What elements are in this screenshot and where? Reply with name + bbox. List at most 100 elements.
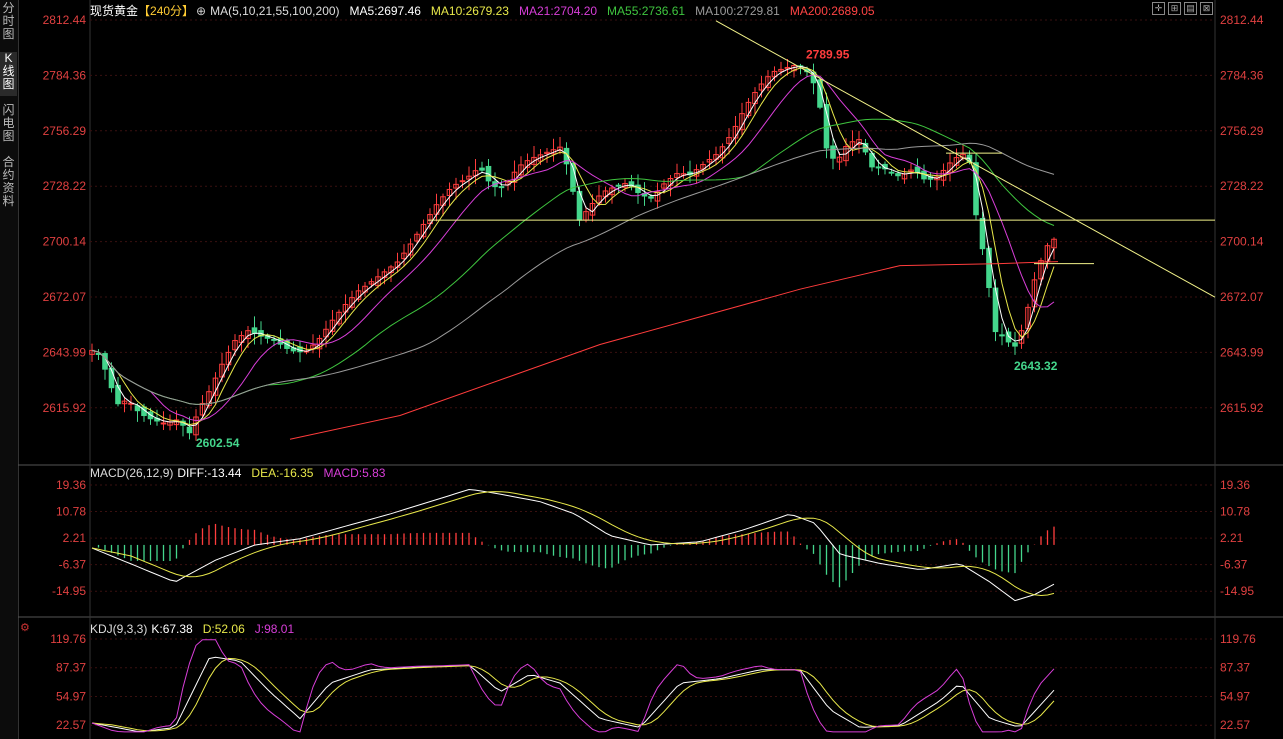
kdj-axis-label-left: 22.57: [56, 718, 86, 732]
kdj-axis-label-right: 54.97: [1220, 689, 1250, 703]
macd-axis-label-right: -6.37: [1220, 558, 1248, 572]
candle: [453, 183, 459, 189]
price-axis-label-right: 2756.29: [1220, 124, 1264, 138]
candle: [498, 186, 505, 189]
candle: [661, 183, 667, 189]
macd-axis-label-left: -14.95: [52, 584, 86, 598]
low-annotation-early: 2602.54: [196, 436, 240, 450]
ma-params: MA(5,10,21,55,100,200): [210, 4, 340, 18]
tab-time-sharing[interactable]: 分时图: [2, 1, 15, 41]
kdj-d: D:52.06: [202, 622, 245, 636]
ma21-line: [91, 74, 1055, 422]
zoom-icon[interactable]: ⊕: [196, 4, 207, 18]
ma200-value: MA200:2689.05: [789, 4, 875, 18]
price-axis-label-left: 2643.99: [43, 345, 87, 359]
macd-dea: DEA:-16.35: [251, 466, 314, 480]
candle: [401, 252, 407, 260]
macd-dea-line: [91, 491, 1055, 597]
candle: [654, 191, 661, 202]
candle: [479, 167, 485, 171]
candle: [719, 146, 726, 159]
macd-header: MACD(26,12,9) DIFF:-13.44 DEA:-16.35 MACD:5…: [90, 466, 395, 480]
candles: [89, 58, 1057, 441]
candle: [888, 171, 895, 174]
candle: [843, 146, 849, 162]
price-axis-label-left: 2672.07: [43, 290, 87, 304]
candle: [108, 367, 115, 389]
candle: [895, 173, 901, 177]
candle: [706, 159, 713, 163]
candle: [1038, 260, 1044, 280]
crosshair-icon[interactable]: ✛: [1152, 2, 1165, 15]
tab-flash-chart[interactable]: 闪电图: [2, 103, 15, 143]
fullscreen-icon[interactable]: ⊠: [1200, 2, 1213, 15]
candle: [856, 139, 862, 146]
kdj-axis-label-right: 22.57: [1220, 718, 1250, 732]
ma200-line: [289, 261, 1059, 440]
candle: [232, 340, 238, 351]
ma21-value: MA21:2704.20: [518, 4, 598, 18]
macd-axis-label-left: -6.37: [59, 558, 87, 572]
macd-value: MACD:5.83: [323, 466, 386, 480]
macd-histogram: [97, 523, 1055, 588]
ma5-line: [91, 65, 1055, 427]
price-axis-label-right: 2643.99: [1220, 345, 1264, 359]
candle: [1018, 330, 1025, 344]
candle: [934, 176, 940, 181]
price-axis-label-left: 2700.14: [43, 235, 87, 249]
candle: [316, 337, 323, 350]
kdj-d-line: [91, 657, 1055, 732]
tab-kline[interactable]: K线图: [0, 52, 17, 96]
kdj-params: KDJ(9,3,3): [90, 622, 148, 636]
candle: [628, 181, 635, 187]
price-axis-label-left: 2615.92: [43, 401, 87, 415]
candle: [784, 66, 791, 70]
candle: [999, 334, 1005, 337]
candle: [758, 83, 765, 91]
price-axis-label-right: 2812.44: [1220, 13, 1264, 27]
kdj-header: KDJ(9,3,3) K:67.38 D:52.06 J:98.01: [90, 622, 304, 636]
tab-contract-info[interactable]: 合约资料: [2, 155, 15, 208]
candle: [875, 166, 882, 169]
candle: [115, 384, 121, 405]
price-axis-label-right: 2784.36: [1220, 68, 1264, 82]
kdj-k-line: [91, 656, 1055, 733]
price-axis-label-right: 2672.07: [1220, 290, 1264, 304]
kdj-axis-label-left: 87.37: [56, 661, 86, 675]
candle: [160, 422, 167, 425]
price-axis-label-left: 2728.22: [43, 179, 87, 193]
candle: [134, 405, 141, 412]
candle: [186, 426, 193, 434]
candle: [726, 137, 732, 144]
sidebar: 分时图 K线图 闪电图 合约资料: [0, 0, 19, 739]
candle: [882, 163, 888, 170]
macd-axis-label-left: 2.21: [63, 531, 87, 545]
period-label[interactable]: 【240分】: [138, 4, 195, 18]
candle: [674, 173, 680, 179]
price-axis-label-left: 2784.36: [43, 68, 87, 82]
macd-diff-line: [91, 488, 1055, 602]
candle: [1005, 331, 1012, 343]
candle: [271, 338, 277, 341]
candle: [830, 145, 836, 159]
chart-icon[interactable]: ▤: [1184, 2, 1197, 15]
kdj-j: J:98.01: [254, 622, 295, 636]
candle: [908, 169, 914, 173]
candle: [531, 156, 537, 165]
candle: [251, 327, 258, 334]
candle: [199, 402, 206, 416]
candle: [648, 196, 654, 199]
price-axis-label-left: 2756.29: [43, 124, 87, 138]
candle: [544, 151, 550, 155]
macd-axis-label-right: -14.95: [1220, 584, 1254, 598]
ma55-value: MA55:2736.61: [607, 4, 686, 18]
macd-diff: DIFF:-13.44: [177, 466, 242, 480]
ma100-value: MA100:2729.81: [695, 4, 780, 18]
price-axis-label-right: 2728.22: [1220, 179, 1264, 193]
kdj-k: K:67.38: [151, 622, 193, 636]
settings-icon[interactable]: ⚙: [20, 622, 30, 634]
macd-axis-label-right: 2.21: [1220, 531, 1244, 545]
candle: [121, 400, 128, 405]
layout-icon[interactable]: ⊞: [1168, 2, 1181, 15]
